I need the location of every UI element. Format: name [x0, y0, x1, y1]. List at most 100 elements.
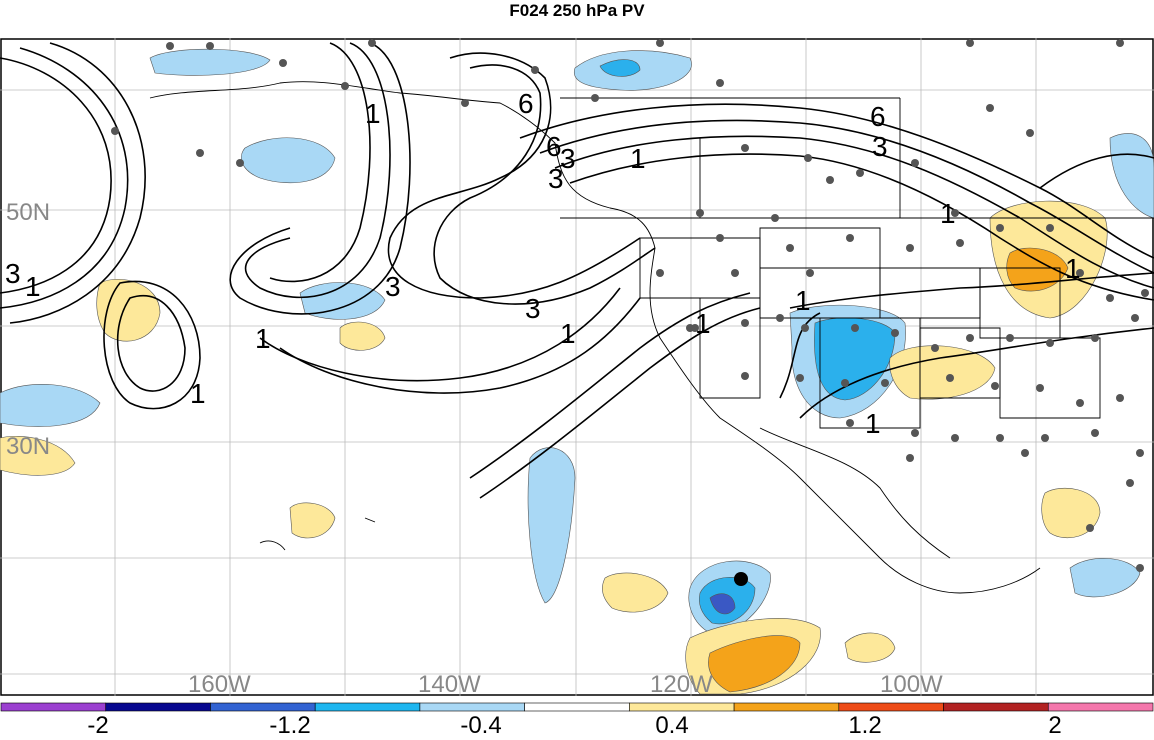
lon-label: 120W — [650, 671, 713, 696]
station — [341, 82, 349, 90]
lon-label: 160W — [188, 671, 251, 696]
station — [801, 324, 809, 332]
contour-label: 3 — [385, 271, 401, 302]
negative-region-core — [599, 59, 641, 77]
island — [259, 540, 286, 551]
colorbar-segment — [105, 702, 211, 712]
station — [236, 159, 244, 167]
station — [1076, 269, 1084, 277]
station — [1136, 449, 1144, 457]
colorbar-tick-label: 1.2 — [848, 712, 882, 739]
graticule — [0, 38, 1154, 696]
colorbar-segment — [1047, 702, 1154, 712]
pv-contour — [779, 312, 821, 399]
pv-contour — [539, 119, 1154, 274]
station — [531, 66, 539, 74]
station — [956, 239, 964, 247]
state-border — [999, 337, 1101, 419]
station — [741, 372, 749, 380]
station — [841, 379, 849, 387]
station — [966, 39, 974, 47]
station — [826, 176, 834, 184]
station — [279, 59, 287, 67]
pv-contours — [0, 42, 1154, 499]
lat-label: 30N — [6, 433, 50, 460]
station — [796, 374, 804, 382]
station — [1021, 449, 1029, 457]
contour-label: 1 — [365, 98, 381, 129]
station — [1026, 129, 1034, 137]
contour-label: 1 — [630, 143, 646, 174]
station — [856, 169, 864, 177]
station — [931, 344, 939, 352]
colorbar — [0, 702, 1154, 712]
pv-contour — [1039, 153, 1154, 189]
pv-contour — [789, 272, 1154, 309]
negative-shading — [0, 48, 1154, 634]
station — [1116, 394, 1124, 402]
negative-region — [241, 137, 336, 184]
negative-region-core — [709, 593, 736, 615]
positive-region — [844, 632, 896, 663]
station — [656, 269, 664, 277]
positive-region-core — [708, 635, 801, 693]
pv-contour — [244, 42, 391, 299]
colorbar-segment — [0, 702, 107, 712]
contour-label: 1 — [940, 198, 956, 229]
positive-region — [339, 321, 386, 351]
pv-contour — [9, 42, 146, 324]
station — [851, 324, 859, 332]
station — [911, 429, 919, 437]
contour-label: 1 — [190, 378, 206, 409]
station — [111, 127, 119, 135]
station — [1116, 39, 1124, 47]
colorbar-segment — [943, 702, 1049, 712]
station — [206, 42, 214, 50]
station — [461, 99, 469, 107]
station — [1131, 314, 1139, 322]
contour-label: 3 — [560, 143, 576, 174]
station — [881, 379, 889, 387]
negative-region — [0, 384, 101, 427]
contour-label: 1 — [695, 308, 711, 339]
contour-label: 6 — [518, 88, 534, 119]
station — [741, 319, 749, 327]
station — [951, 209, 959, 217]
station — [946, 374, 954, 382]
station — [786, 244, 794, 252]
contour-label: 3 — [872, 131, 888, 162]
pv-contour — [799, 327, 1154, 419]
colorbar-segment — [733, 702, 840, 712]
pv-contour — [387, 52, 641, 299]
station — [591, 94, 599, 102]
station — [1136, 564, 1144, 572]
contour-label: 3 — [5, 258, 21, 289]
station — [891, 329, 899, 337]
station-dots — [111, 39, 1149, 572]
contour-labels: 6 6 6 3 3 3 3 3 3 1 1 1 1 1 1 1 1 1 1 1 — [5, 88, 1081, 439]
station — [911, 159, 919, 167]
pv-contour — [116, 295, 186, 392]
station — [731, 269, 739, 277]
station — [196, 149, 204, 157]
pv-contour — [103, 280, 201, 410]
state-border — [699, 297, 761, 399]
station — [771, 214, 779, 222]
pv-contour — [0, 57, 112, 294]
station — [1091, 429, 1099, 437]
station — [966, 334, 974, 342]
pv-contour — [469, 292, 751, 479]
station — [1041, 434, 1049, 442]
pv-contour — [554, 135, 1154, 289]
pv-contour — [519, 103, 1154, 259]
contour-label: 6 — [870, 101, 886, 132]
pv-contour — [269, 42, 371, 283]
island — [364, 517, 376, 523]
map-panel: 6 6 6 3 3 3 3 3 3 1 1 1 1 1 1 1 1 1 1 1 … — [0, 38, 1154, 696]
pv-contour — [229, 42, 411, 315]
positive-shading — [0, 200, 1108, 695]
colorbar-segment — [629, 702, 735, 712]
negative-region — [299, 282, 386, 320]
station — [368, 39, 376, 47]
contour-label: 1 — [560, 318, 576, 349]
